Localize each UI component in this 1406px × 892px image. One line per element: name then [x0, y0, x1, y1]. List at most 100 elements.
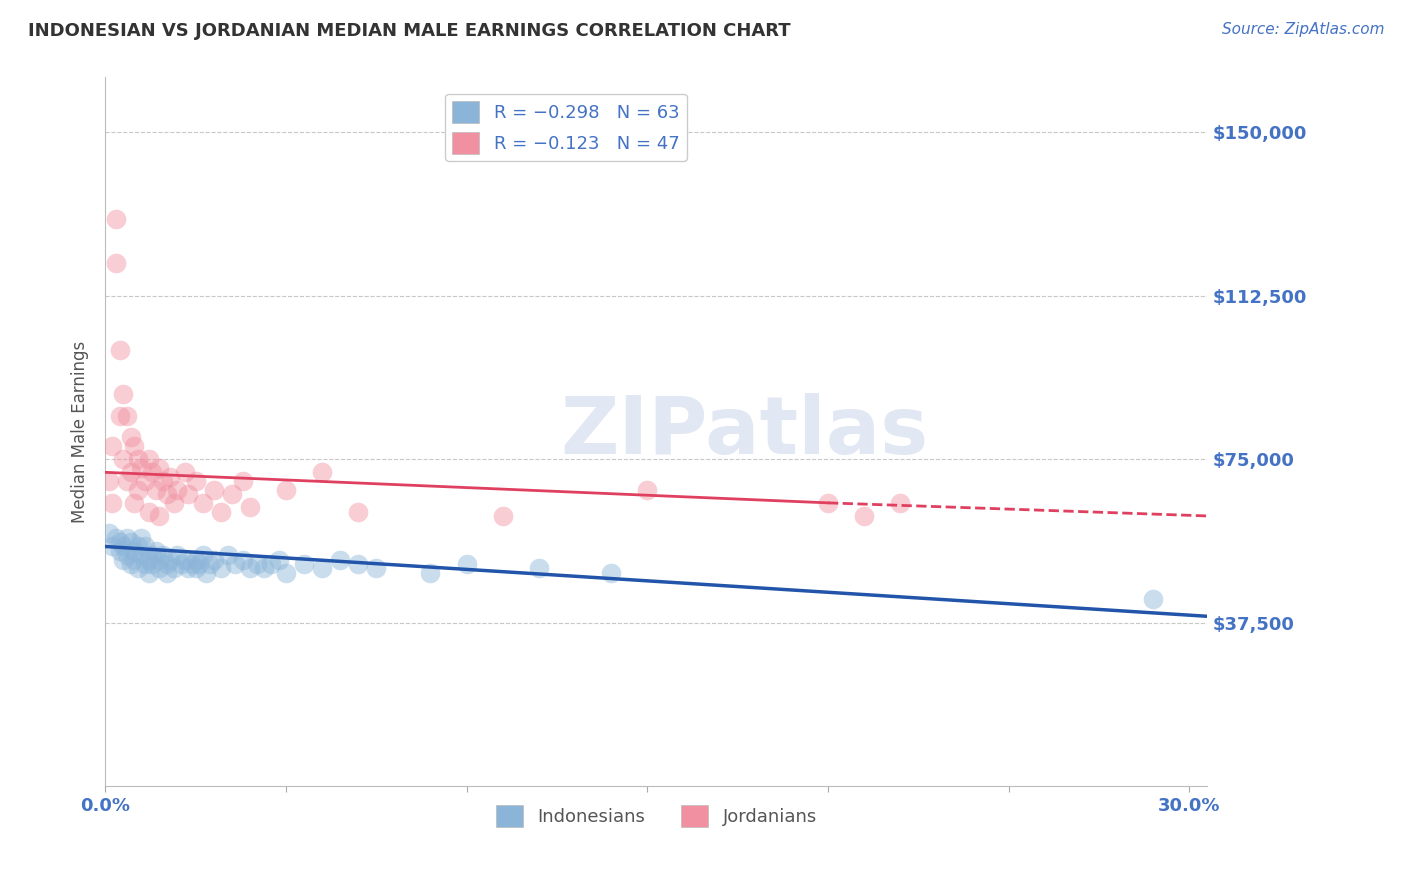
Point: [131, 548, 153, 562]
Point: [347, 505, 370, 519]
Point: [112, 452, 135, 467]
Point: [636, 483, 658, 497]
Point: [108, 535, 131, 549]
Point: [239, 561, 262, 575]
Point: [122, 439, 145, 453]
Point: [112, 386, 135, 401]
Point: [108, 343, 131, 358]
Point: [170, 557, 193, 571]
Point: [101, 439, 124, 453]
Point: [145, 544, 167, 558]
Point: [148, 508, 170, 523]
Point: [184, 474, 207, 488]
Point: [134, 474, 156, 488]
Point: [108, 409, 131, 423]
Point: [246, 557, 269, 571]
Point: [1142, 591, 1164, 606]
Point: [173, 552, 195, 566]
Point: [188, 557, 211, 571]
Point: [177, 487, 200, 501]
Point: [492, 508, 515, 523]
Point: [127, 561, 149, 575]
Point: [889, 496, 911, 510]
Point: [267, 552, 290, 566]
Point: [112, 552, 135, 566]
Point: [166, 548, 188, 562]
Point: [120, 466, 142, 480]
Text: INDONESIAN VS JORDANIAN MEDIAN MALE EARNINGS CORRELATION CHART: INDONESIAN VS JORDANIAN MEDIAN MALE EARN…: [28, 22, 790, 40]
Point: [148, 561, 170, 575]
Point: [112, 540, 135, 554]
Point: [260, 557, 283, 571]
Point: [105, 256, 128, 270]
Point: [134, 557, 156, 571]
Point: [239, 500, 262, 515]
Point: [311, 466, 333, 480]
Point: [105, 531, 128, 545]
Point: [166, 483, 188, 497]
Point: [138, 452, 160, 467]
Point: [138, 552, 160, 566]
Point: [329, 552, 352, 566]
Point: [292, 557, 315, 571]
Point: [152, 474, 174, 488]
Point: [148, 461, 170, 475]
Text: Source: ZipAtlas.com: Source: ZipAtlas.com: [1222, 22, 1385, 37]
Point: [202, 483, 225, 497]
Text: ZIPatlas: ZIPatlas: [561, 393, 928, 471]
Point: [101, 540, 124, 554]
Point: [274, 566, 297, 580]
Point: [156, 566, 179, 580]
Point: [209, 505, 232, 519]
Point: [97, 474, 120, 488]
Point: [173, 466, 195, 480]
Point: [817, 496, 839, 510]
Point: [221, 487, 243, 501]
Point: [231, 552, 253, 566]
Point: [127, 452, 149, 467]
Point: [156, 557, 179, 571]
Point: [311, 561, 333, 575]
Point: [141, 557, 163, 571]
Point: [148, 552, 170, 566]
Point: [141, 548, 163, 562]
Point: [101, 496, 124, 510]
Point: [600, 566, 623, 580]
Point: [108, 544, 131, 558]
Point: [163, 561, 186, 575]
Y-axis label: Median Male Earnings: Median Male Earnings: [72, 341, 89, 523]
Point: [184, 561, 207, 575]
Point: [115, 474, 138, 488]
Point: [181, 557, 204, 571]
Point: [209, 561, 232, 575]
Point: [105, 212, 128, 227]
Point: [115, 548, 138, 562]
Point: [177, 561, 200, 575]
Point: [127, 483, 149, 497]
Point: [141, 466, 163, 480]
Point: [122, 544, 145, 558]
Point: [115, 531, 138, 545]
Point: [131, 461, 153, 475]
Point: [138, 505, 160, 519]
Point: [122, 496, 145, 510]
Point: [253, 561, 276, 575]
Point: [274, 483, 297, 497]
Point: [152, 548, 174, 562]
Point: [134, 540, 156, 554]
Point: [347, 557, 370, 571]
Point: [231, 474, 253, 488]
Point: [127, 540, 149, 554]
Point: [159, 469, 181, 483]
Point: [202, 552, 225, 566]
Point: [131, 531, 153, 545]
Point: [163, 496, 186, 510]
Point: [853, 508, 876, 523]
Point: [191, 496, 214, 510]
Point: [120, 557, 142, 571]
Point: [122, 552, 145, 566]
Point: [120, 535, 142, 549]
Point: [527, 561, 550, 575]
Point: [366, 561, 388, 575]
Point: [115, 409, 138, 423]
